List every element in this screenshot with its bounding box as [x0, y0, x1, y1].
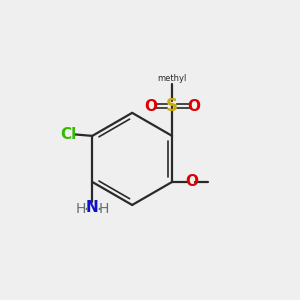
- Text: ·: ·: [83, 201, 89, 219]
- Text: O: O: [144, 99, 157, 114]
- Text: ·: ·: [96, 201, 101, 219]
- Text: O: O: [187, 99, 200, 114]
- Text: methyl: methyl: [158, 74, 187, 83]
- Text: Cl: Cl: [60, 127, 76, 142]
- Text: N: N: [86, 200, 99, 215]
- Text: H: H: [98, 202, 109, 216]
- Text: O: O: [185, 175, 198, 190]
- Text: S: S: [166, 97, 178, 115]
- Text: H: H: [76, 202, 86, 216]
